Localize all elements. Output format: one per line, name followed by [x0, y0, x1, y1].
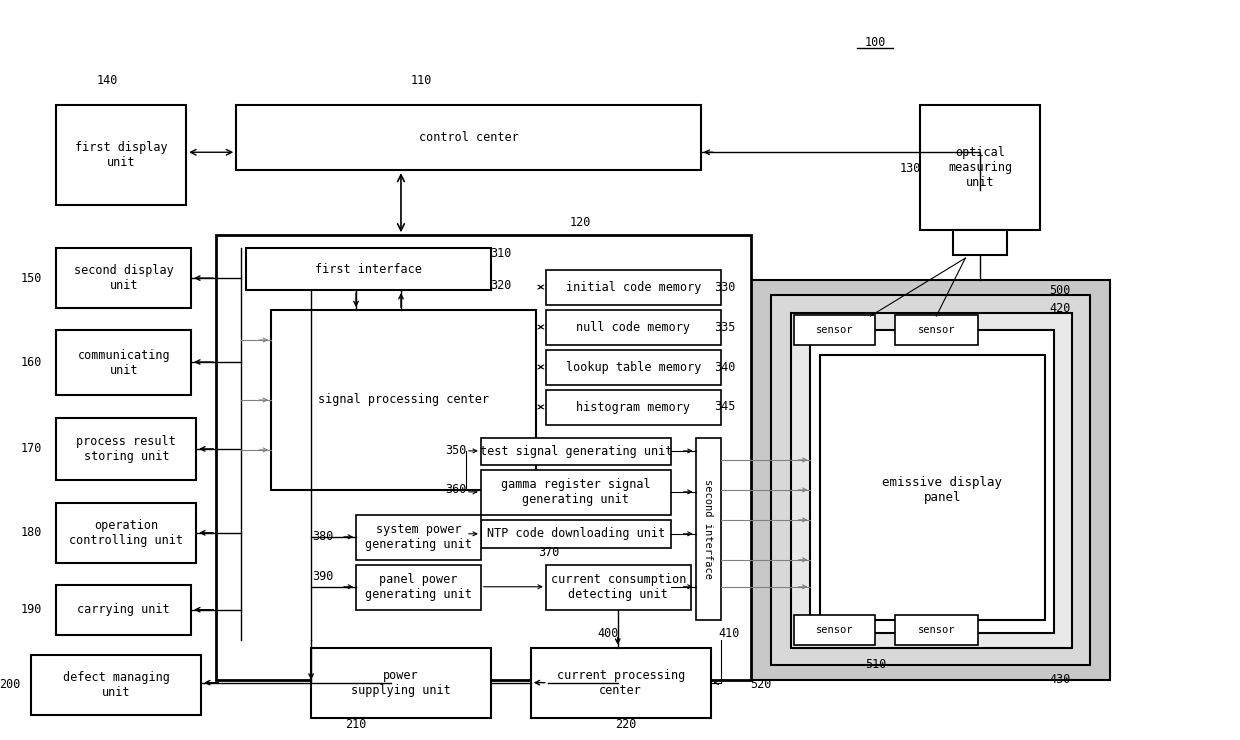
Text: second interface: second interface — [703, 479, 713, 579]
Text: 340: 340 — [714, 360, 735, 374]
Text: 100: 100 — [864, 36, 887, 49]
Bar — [546, 310, 720, 345]
Bar — [954, 230, 1007, 255]
Text: 310: 310 — [490, 246, 512, 260]
Text: 130: 130 — [900, 162, 921, 175]
Text: sensor: sensor — [816, 625, 853, 635]
Text: 210: 210 — [345, 718, 367, 731]
Text: carrying unit: carrying unit — [77, 603, 170, 616]
Text: 170: 170 — [21, 443, 42, 455]
Text: lookup table memory: lookup table memory — [565, 361, 701, 374]
Text: 160: 160 — [21, 355, 42, 369]
Bar — [920, 105, 1040, 230]
Text: first interface: first interface — [315, 263, 422, 275]
Text: test signal generating unit: test signal generating unit — [480, 445, 672, 458]
Text: 330: 330 — [714, 280, 735, 294]
Bar — [56, 330, 191, 395]
Text: sensor: sensor — [918, 325, 956, 335]
Text: emissive display
panel: emissive display panel — [883, 476, 1002, 504]
Bar — [794, 615, 875, 645]
Text: null code memory: null code memory — [577, 321, 691, 334]
Text: control center: control center — [419, 131, 518, 144]
Bar — [31, 655, 201, 715]
Bar — [750, 280, 1110, 679]
Text: 510: 510 — [864, 658, 887, 671]
Bar — [356, 515, 481, 559]
Text: 320: 320 — [490, 278, 512, 292]
Text: optical
measuring
unit: optical measuring unit — [949, 147, 1012, 189]
Text: 430: 430 — [1049, 673, 1071, 686]
Text: sensor: sensor — [816, 325, 853, 335]
Text: 400: 400 — [596, 628, 619, 640]
Text: communicating
unit: communicating unit — [77, 349, 170, 377]
Text: histogram memory: histogram memory — [577, 401, 691, 414]
Text: 370: 370 — [538, 546, 559, 559]
Text: 180: 180 — [21, 526, 42, 539]
Text: 120: 120 — [570, 215, 591, 229]
Bar — [56, 418, 196, 480]
Bar — [770, 295, 1090, 665]
Text: 140: 140 — [97, 74, 118, 87]
Bar — [895, 615, 978, 645]
Bar — [56, 105, 186, 205]
Text: 420: 420 — [1049, 302, 1071, 314]
Text: gamma register signal
generating unit: gamma register signal generating unit — [501, 478, 651, 506]
Text: power
supplying unit: power supplying unit — [351, 669, 451, 696]
Bar — [481, 438, 671, 465]
Bar — [546, 270, 720, 305]
Text: initial code memory: initial code memory — [565, 281, 701, 294]
Bar — [531, 648, 711, 718]
Text: 335: 335 — [714, 320, 735, 334]
Text: 500: 500 — [1049, 283, 1071, 297]
Text: second display
unit: second display unit — [74, 264, 174, 292]
Text: 350: 350 — [445, 445, 466, 457]
Text: 390: 390 — [312, 571, 334, 583]
Text: signal processing center: signal processing center — [317, 394, 489, 406]
Text: 110: 110 — [410, 74, 432, 87]
Text: system power
generating unit: system power generating unit — [365, 523, 472, 551]
Bar — [546, 390, 720, 425]
Bar — [546, 565, 691, 610]
Text: panel power
generating unit: panel power generating unit — [365, 574, 472, 601]
Text: 520: 520 — [750, 678, 771, 691]
Text: 360: 360 — [445, 483, 466, 497]
Bar — [791, 313, 1073, 648]
Text: 200: 200 — [0, 678, 20, 691]
Text: first display
unit: first display unit — [74, 141, 167, 169]
Text: defect managing
unit: defect managing unit — [63, 670, 170, 699]
Bar — [481, 470, 671, 515]
Bar — [794, 315, 875, 345]
Bar — [811, 330, 1054, 633]
Text: process result
storing unit: process result storing unit — [77, 435, 176, 463]
Bar — [356, 565, 481, 610]
Text: NTP code downloading unit: NTP code downloading unit — [487, 528, 665, 540]
Bar — [56, 503, 196, 563]
Text: 190: 190 — [21, 603, 42, 616]
Text: 380: 380 — [312, 531, 334, 543]
Bar — [481, 519, 671, 548]
Bar — [895, 315, 978, 345]
Bar — [546, 350, 720, 385]
Text: operation
controlling unit: operation controlling unit — [69, 519, 184, 547]
Text: current consumption
detecting unit: current consumption detecting unit — [551, 574, 686, 601]
Bar — [696, 438, 720, 619]
Bar — [56, 248, 191, 308]
Text: 150: 150 — [21, 272, 42, 285]
Text: sensor: sensor — [918, 625, 956, 635]
Text: current processing
center: current processing center — [557, 669, 684, 696]
Text: 345: 345 — [714, 400, 735, 414]
Bar — [236, 105, 701, 170]
Bar — [216, 235, 750, 679]
Bar — [311, 648, 491, 718]
Bar — [272, 310, 536, 490]
Text: 220: 220 — [615, 718, 636, 731]
Bar — [247, 248, 491, 290]
Text: 410: 410 — [718, 628, 739, 640]
Bar — [56, 585, 191, 635]
Bar — [821, 355, 1045, 619]
